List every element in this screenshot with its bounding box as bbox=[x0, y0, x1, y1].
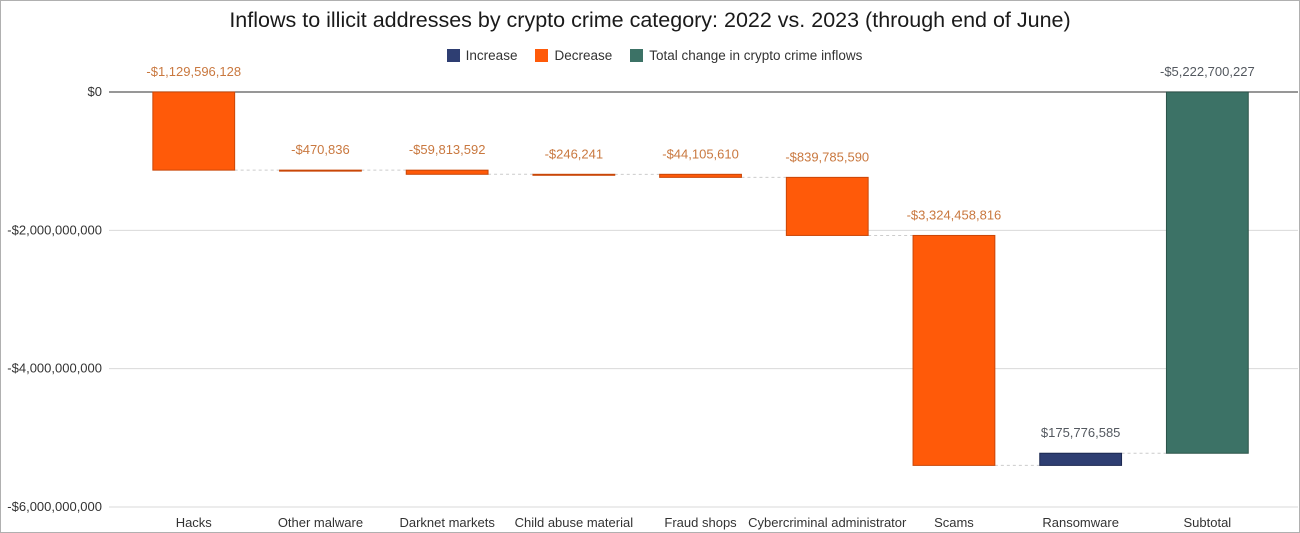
svg-text:Cybercriminal administrator: Cybercriminal administrator bbox=[748, 515, 907, 530]
svg-text:-$1,129,596,128: -$1,129,596,128 bbox=[146, 64, 241, 79]
svg-text:-$4,000,000,000: -$4,000,000,000 bbox=[7, 361, 102, 376]
svg-text:Hacks: Hacks bbox=[176, 515, 213, 530]
svg-text:-$3,324,458,816: -$3,324,458,816 bbox=[907, 207, 1002, 222]
svg-text:Ransomware: Ransomware bbox=[1042, 515, 1119, 530]
svg-text:-$59,813,592: -$59,813,592 bbox=[409, 142, 486, 157]
svg-text:-$44,105,610: -$44,105,610 bbox=[662, 146, 739, 161]
svg-text:-$470,836: -$470,836 bbox=[291, 142, 350, 157]
svg-text:-$2,000,000,000: -$2,000,000,000 bbox=[7, 222, 102, 237]
svg-text:Scams: Scams bbox=[934, 515, 974, 530]
svg-text:$175,776,585: $175,776,585 bbox=[1041, 425, 1121, 440]
svg-text:-$6,000,000,000: -$6,000,000,000 bbox=[7, 499, 102, 514]
svg-text:Child abuse material: Child abuse material bbox=[515, 515, 634, 530]
svg-text:Fraud shops: Fraud shops bbox=[664, 515, 737, 530]
svg-text:Subtotal: Subtotal bbox=[1183, 515, 1231, 530]
svg-text:Darknet markets: Darknet markets bbox=[399, 515, 495, 530]
svg-text:$0: $0 bbox=[88, 84, 102, 99]
svg-text:-$5,222,700,227: -$5,222,700,227 bbox=[1160, 64, 1255, 79]
svg-text:-$246,241: -$246,241 bbox=[545, 146, 604, 161]
svg-text:Other malware: Other malware bbox=[278, 515, 363, 530]
svg-text:-$839,785,590: -$839,785,590 bbox=[785, 149, 869, 164]
